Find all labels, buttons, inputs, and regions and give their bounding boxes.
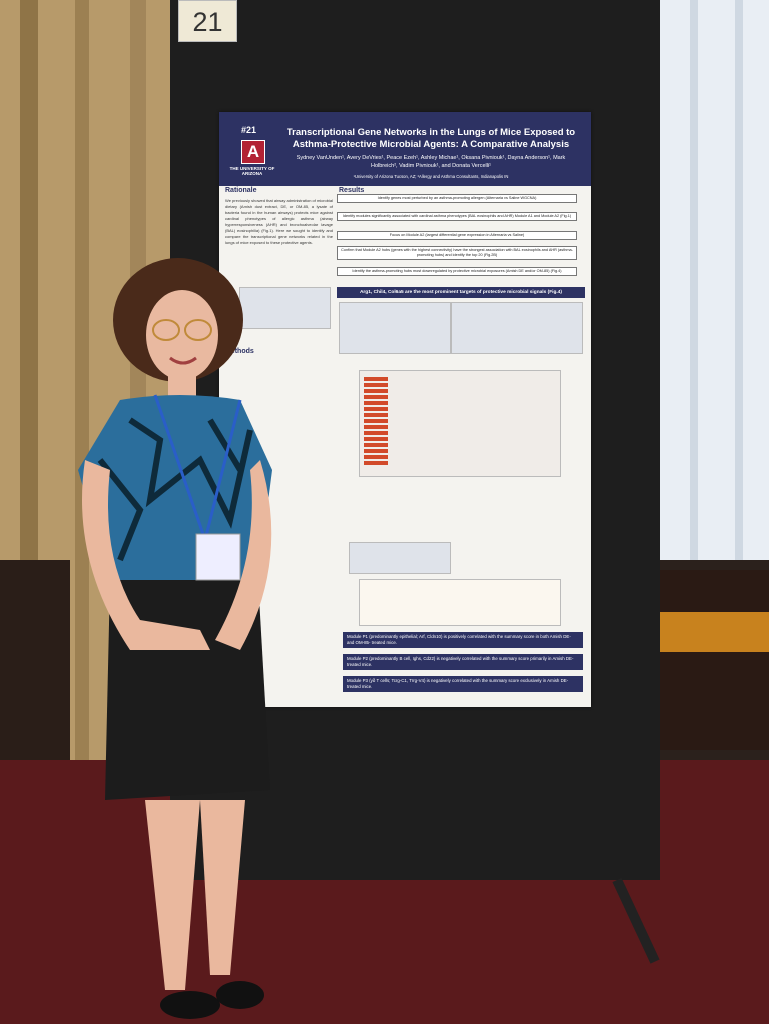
arm	[215, 460, 272, 650]
blouse-pattern	[97, 417, 253, 562]
smile	[169, 356, 197, 365]
section-heading: Rationale	[225, 187, 257, 194]
glasses	[152, 319, 180, 341]
flow-step: Identify genes most perturbed by an asth…	[337, 194, 577, 203]
poster: #21 A THE UNIVERSITY OF ARIZONA Transcri…	[219, 112, 591, 707]
section-heading: Methods	[225, 348, 254, 355]
badge	[195, 533, 241, 581]
flow-step: Identify modules significantly associate…	[337, 212, 577, 221]
curtain-fold	[690, 0, 698, 560]
flow-step: Identify the asthma-promoting hubs most …	[337, 267, 577, 276]
curtain-fold	[75, 0, 89, 780]
section-heading: Results	[339, 187, 365, 194]
leg	[200, 800, 245, 975]
affiliations: ¹University of Arizona Tucson, AZ; ²Alle…	[353, 174, 509, 179]
flow-step: Focus on Module A2 (largest differential…	[337, 231, 577, 240]
conclusion: Module P2 (predominantly B cell, Ighs, C…	[343, 654, 583, 670]
leg	[145, 800, 200, 990]
window-curtain	[640, 0, 769, 560]
poster-header: #21 A THE UNIVERSITY OF ARIZONA Transcri…	[219, 112, 591, 186]
shoe	[160, 991, 220, 1019]
figure	[339, 302, 451, 354]
conclusion: Module P1 (predominantly epithelial; Arf…	[343, 632, 583, 648]
conclusion: Module P3 (γδ T cells; Tcrg-C1, Trrg-V4)…	[343, 676, 583, 692]
figure	[451, 302, 583, 354]
logo-name: THE UNIVERSITY OF ARIZONA	[229, 166, 275, 176]
figure-table	[349, 542, 451, 574]
figure-scatter	[359, 579, 561, 626]
poster-number: 21	[178, 0, 237, 42]
poster-id: #21	[241, 125, 257, 135]
arm	[82, 460, 210, 650]
shoe	[216, 981, 264, 1009]
flow-step: Confirm that Module A2 hubs (genes with …	[337, 246, 577, 260]
highlight-banner: Arg1, Chil4, Col6a5 are the most promine…	[337, 287, 585, 298]
board-leg	[612, 877, 660, 964]
figure-heatmap	[359, 370, 561, 477]
authors: Sydney VanUnden¹, Avery DeVries¹, Peace …	[296, 155, 566, 169]
logo-mark: A	[241, 140, 265, 164]
poster-title: Transcriptional Gene Networks in the Lun…	[286, 127, 576, 150]
figure-bars	[364, 377, 388, 467]
curtain-fold	[735, 0, 743, 560]
glasses	[184, 319, 212, 341]
face	[146, 290, 218, 380]
figure	[239, 287, 331, 329]
rationale-text: We previously showed that airway adminis…	[225, 198, 333, 245]
